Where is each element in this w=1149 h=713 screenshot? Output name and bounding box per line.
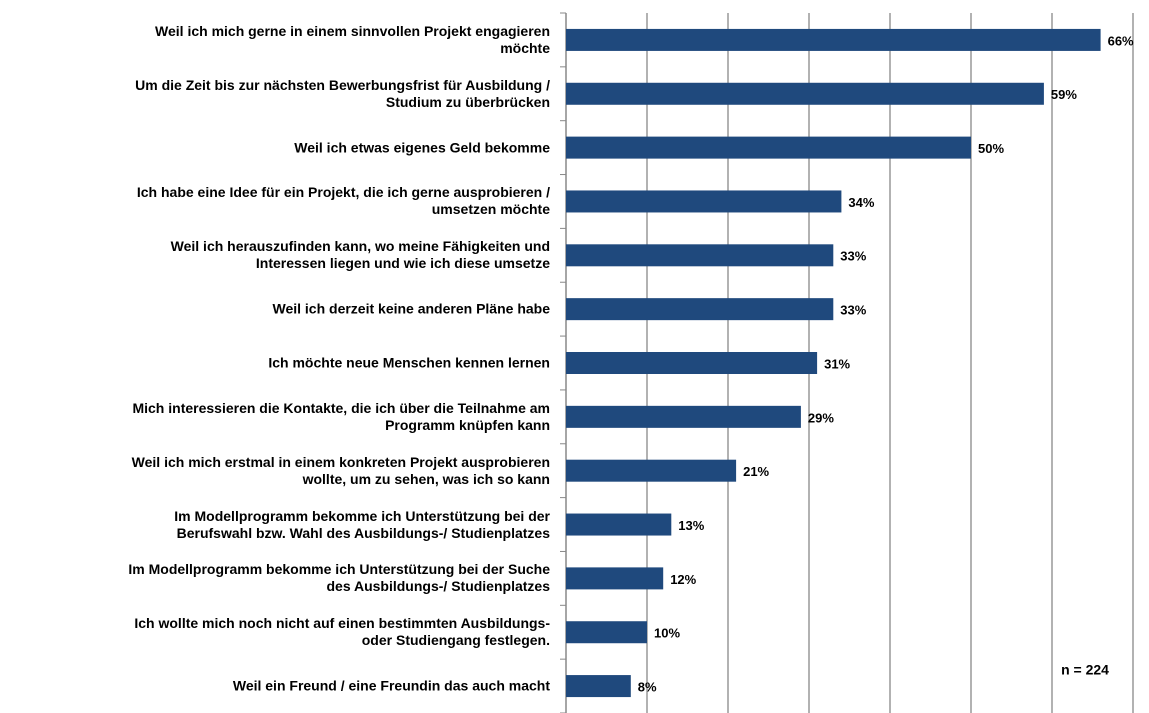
value-label: 12% — [670, 572, 696, 587]
bar — [566, 675, 631, 698]
bar — [566, 621, 647, 644]
category-label: Weil ich mich gerne in einem sinnvollen … — [155, 22, 550, 56]
bar — [566, 567, 664, 590]
category-label: Weil ich derzeit keine anderen Pläne hab… — [272, 300, 550, 317]
category-label: Mich interessieren die Kontakte, die ich… — [132, 399, 550, 433]
value-label: 31% — [824, 356, 850, 371]
value-label: 50% — [978, 141, 1004, 156]
value-label: 13% — [678, 518, 704, 533]
bar — [566, 28, 1101, 51]
bar — [566, 190, 842, 213]
category-label: Im Modellprogramm bekomme ich Unterstütz… — [174, 507, 550, 541]
value-label: 33% — [840, 249, 866, 264]
value-label: 8% — [638, 680, 657, 695]
bar — [566, 136, 971, 159]
bar — [566, 244, 834, 267]
annotation: n = 224 — [1061, 662, 1109, 678]
category-label: Weil ich mich erstmal in einem konkreten… — [131, 453, 550, 487]
bar — [566, 298, 834, 321]
category-label: Weil ich herauszufinden kann, wo meine F… — [170, 238, 550, 272]
bar — [566, 405, 801, 428]
bar — [566, 82, 1044, 105]
value-label: 66% — [1108, 33, 1134, 48]
category-label: Ich wollte mich noch nicht auf einen bes… — [134, 615, 550, 649]
category-label: Im Modellprogramm bekomme ich Unterstütz… — [128, 561, 550, 595]
value-label: 29% — [808, 410, 834, 425]
value-label: 21% — [743, 464, 769, 479]
bar — [566, 352, 818, 374]
value-label: 33% — [840, 303, 866, 318]
value-label: 59% — [1051, 87, 1077, 102]
bar — [566, 513, 672, 536]
category-label: Weil ein Freund / eine Freundin das auch… — [232, 677, 550, 694]
category-label: Ich möchte neue Menschen kennen lernen — [268, 354, 550, 371]
value-label: 10% — [654, 626, 680, 641]
category-label: Weil ich etwas eigenes Geld bekomme — [294, 139, 550, 156]
bar — [566, 459, 737, 482]
category-label: Um die Zeit bis zur nächsten Bewerbungsf… — [135, 76, 550, 110]
value-label: 34% — [848, 195, 874, 210]
category-label: Ich habe eine Idee für ein Projekt, die … — [136, 184, 550, 218]
